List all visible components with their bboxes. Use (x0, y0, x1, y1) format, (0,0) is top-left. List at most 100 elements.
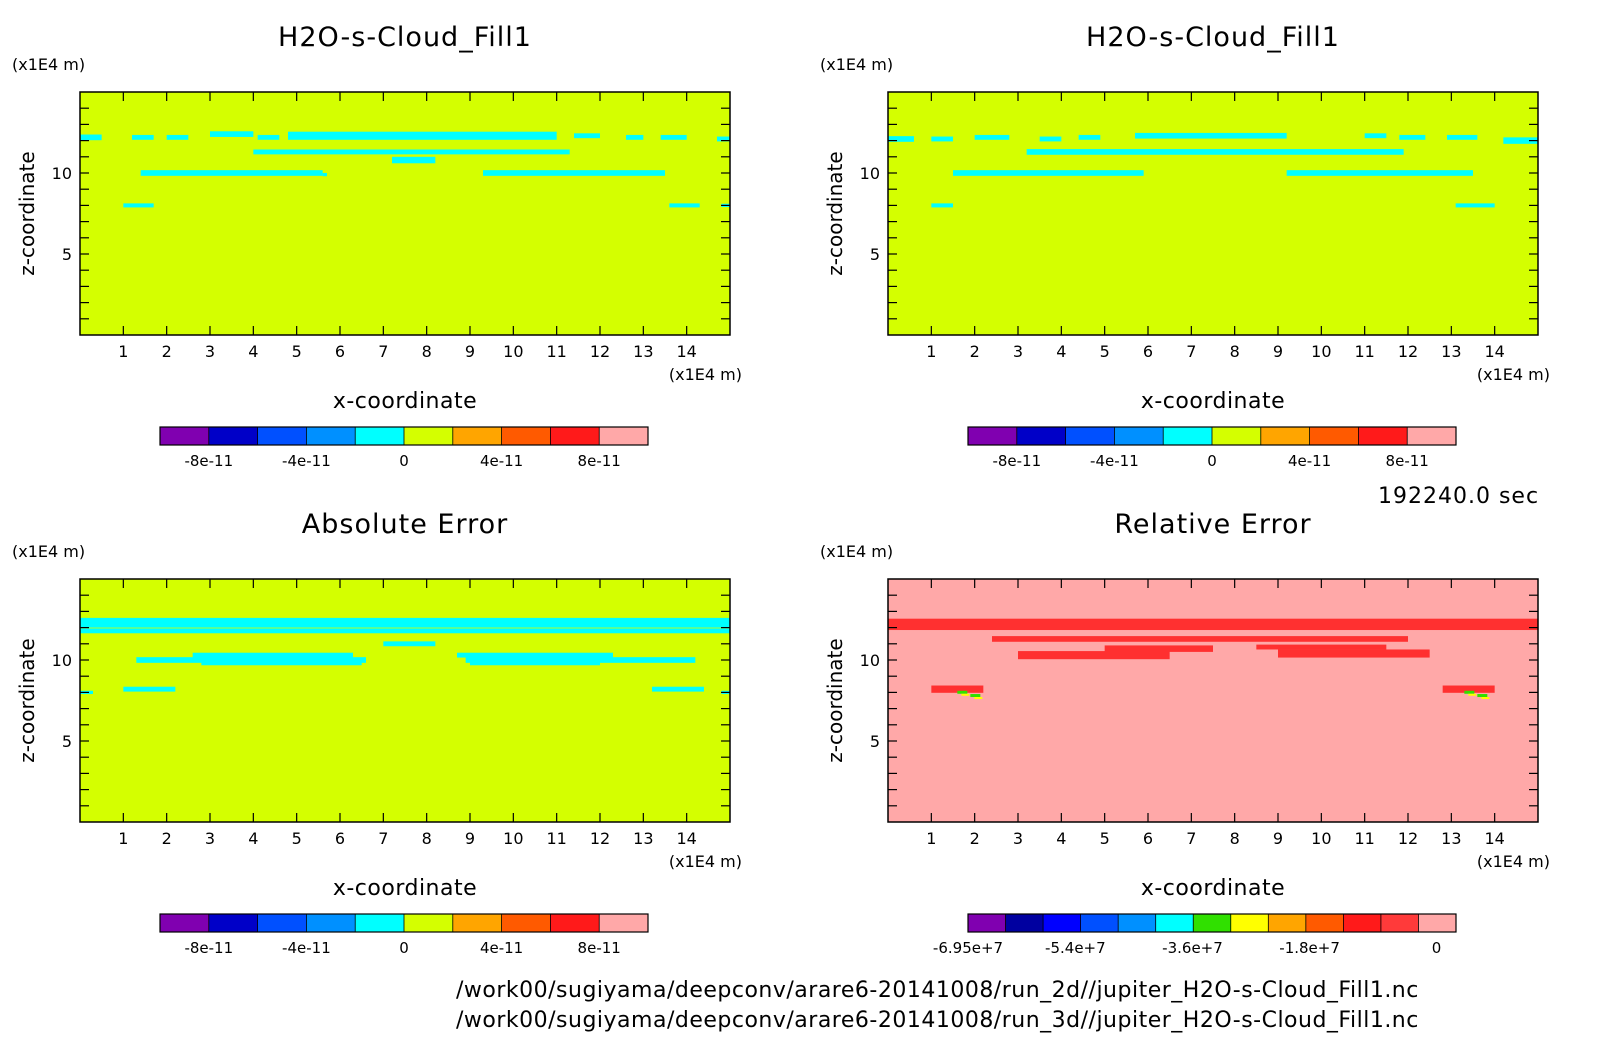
cloud-patch (1464, 690, 1475, 694)
x-unit-label: (x1E4 m) (669, 852, 742, 871)
colorbar-swatch (1343, 914, 1382, 932)
x-tick-label: 12 (590, 829, 610, 848)
x-tick-label: 14 (1484, 829, 1504, 848)
x-tick-label: 13 (1441, 342, 1461, 361)
colorbar-label: -4e-11 (282, 939, 331, 957)
y-axis-label: z-coordinate (823, 151, 847, 275)
panel-3: Absolute Error(x1E4 m)1 2 3 4 5 6 7 8 9 10 11 12 13 1… (12, 509, 742, 957)
cloud-patch (1135, 132, 1287, 139)
panel-4: Relative Error(x1E4 m)1 2 3 4 5 6 7 8 9 10 11 12 13 1… (820, 509, 1550, 957)
colorbar-swatch (968, 914, 1007, 932)
cloud-patch (574, 133, 600, 139)
x-tick-label: 9 (1273, 829, 1283, 848)
colorbar-label: 8e-11 (578, 452, 621, 470)
x-axis-label: x-coordinate (1141, 389, 1285, 414)
x-unit-label: (x1E4 m) (669, 365, 742, 384)
cloud-patch (992, 636, 1408, 642)
x-tick-label: 3 (1013, 342, 1023, 361)
colorbar-swatch (599, 427, 649, 445)
x-tick-label: 10 (503, 829, 523, 848)
cloud-patch (80, 617, 730, 628)
colorbar-swatch (1065, 427, 1115, 445)
x-tick-label: 7 (1186, 342, 1196, 361)
cloud-patch (288, 131, 557, 140)
colorbar-label: 0 (1432, 939, 1442, 957)
x-unit-label: (x1E4 m) (1477, 365, 1550, 384)
y-tick-label: 10 (52, 651, 72, 670)
x-tick-label: 6 (335, 342, 345, 361)
y-axis-label: z-coordinate (15, 638, 39, 762)
x-unit-label: (x1E4 m) (1477, 852, 1550, 871)
plot-frame (79, 578, 731, 823)
x-tick-label: 10 (503, 342, 523, 361)
colorbar-swatch (1114, 427, 1164, 445)
x-tick-label: 12 (590, 342, 610, 361)
cloud-patch (888, 136, 914, 142)
colorbar-swatch (1407, 427, 1457, 445)
y-axis-label: z-coordinate (15, 151, 39, 275)
x-tick-label: 8 (422, 342, 432, 361)
colorbar-swatch (501, 914, 551, 932)
colorbar-swatch (1268, 914, 1307, 932)
cloud-patch (392, 156, 436, 164)
colorbar-swatch (1358, 427, 1408, 445)
colorbar-swatch (1305, 914, 1344, 932)
x-tick-label: 6 (1143, 342, 1153, 361)
plot-area (888, 92, 1538, 335)
x-tick-label: 4 (248, 342, 258, 361)
x-tick-label: 5 (1100, 829, 1110, 848)
y-unit-label: (x1E4 m) (12, 542, 85, 561)
cloud-patch (652, 686, 704, 692)
panel-title: Relative Error (1114, 509, 1311, 540)
x-tick-label: 1 (118, 342, 128, 361)
cloud-patch (470, 661, 600, 666)
x-tick-label: 1 (926, 342, 936, 361)
cloud-patch (1278, 649, 1430, 658)
y-tick-label: 5 (62, 732, 72, 751)
colorbar-swatch (208, 914, 259, 932)
panel-title: Absolute Error (302, 509, 508, 540)
colorbar-swatch (1309, 427, 1359, 445)
x-tick-label: 3 (205, 342, 215, 361)
y-axis-label: z-coordinate (823, 638, 847, 762)
cloud-patch (1104, 645, 1213, 652)
colorbar-swatch (550, 914, 600, 932)
cloud-patch (888, 618, 1538, 631)
colorbar-swatch (1080, 914, 1119, 932)
x-tick-label: 4 (1056, 829, 1066, 848)
cloud-patch (957, 690, 968, 694)
x-tick-label: 9 (465, 829, 475, 848)
y-tick-label: 10 (860, 164, 880, 183)
x-tick-label: 13 (633, 342, 653, 361)
cloud-patch (253, 149, 570, 155)
cloud-patch (80, 628, 730, 634)
cloud-patch (1442, 685, 1495, 693)
colorbar-label: -3.6e+7 (1162, 939, 1223, 957)
plot-frame (79, 91, 731, 336)
colorbar-swatch (1230, 914, 1269, 932)
colorbar-swatch (1193, 914, 1232, 932)
x-tick-label: 9 (1273, 342, 1283, 361)
cloud-patch (660, 134, 687, 140)
panel-2: H2O-s-Cloud_Fill1(x1E4 m)1 2 3 4 5 6 7 8 9 10 11 12… (820, 22, 1550, 470)
colorbar-swatch (1418, 914, 1457, 932)
colorbar-label: 4e-11 (1288, 452, 1331, 470)
x-axis-label: x-coordinate (333, 876, 477, 901)
colorbar-swatch (208, 427, 259, 445)
x-tick-label: 13 (1441, 829, 1461, 848)
colorbar-swatch (306, 427, 356, 445)
x-tick-label: 3 (1013, 829, 1023, 848)
cloud-patch (201, 661, 362, 666)
colorbar-label: -8e-11 (184, 939, 233, 957)
x-axis-label: x-coordinate (1141, 876, 1285, 901)
x-tick-label: 14 (676, 342, 696, 361)
x-tick-label: 8 (1230, 342, 1240, 361)
x-tick-label: 6 (1143, 829, 1153, 848)
cloud-patch (132, 134, 154, 140)
cloud-patch (961, 693, 970, 696)
colorbar-swatch (160, 914, 210, 932)
cloud-patch (1078, 134, 1101, 140)
cloud-patch (717, 136, 730, 142)
cloud-patch (257, 134, 280, 140)
cloud-patch (931, 685, 984, 693)
